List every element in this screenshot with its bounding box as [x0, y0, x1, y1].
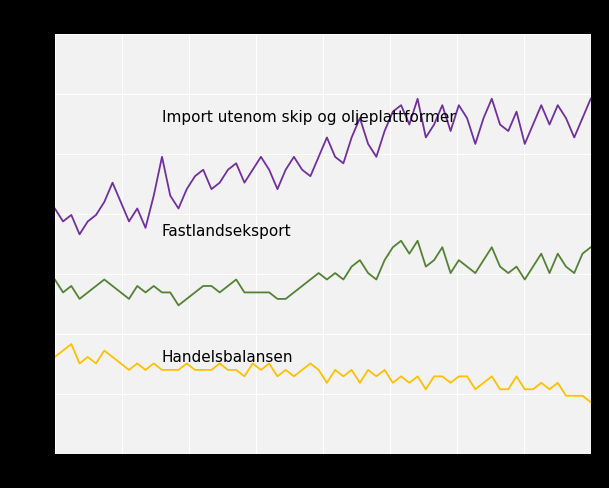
Text: Import utenom skip og oljeplattformer: Import utenom skip og oljeplattformer [162, 110, 456, 125]
Text: Handelsbalansen: Handelsbalansen [162, 349, 294, 365]
Text: Fastlandseksport: Fastlandseksport [162, 224, 292, 239]
